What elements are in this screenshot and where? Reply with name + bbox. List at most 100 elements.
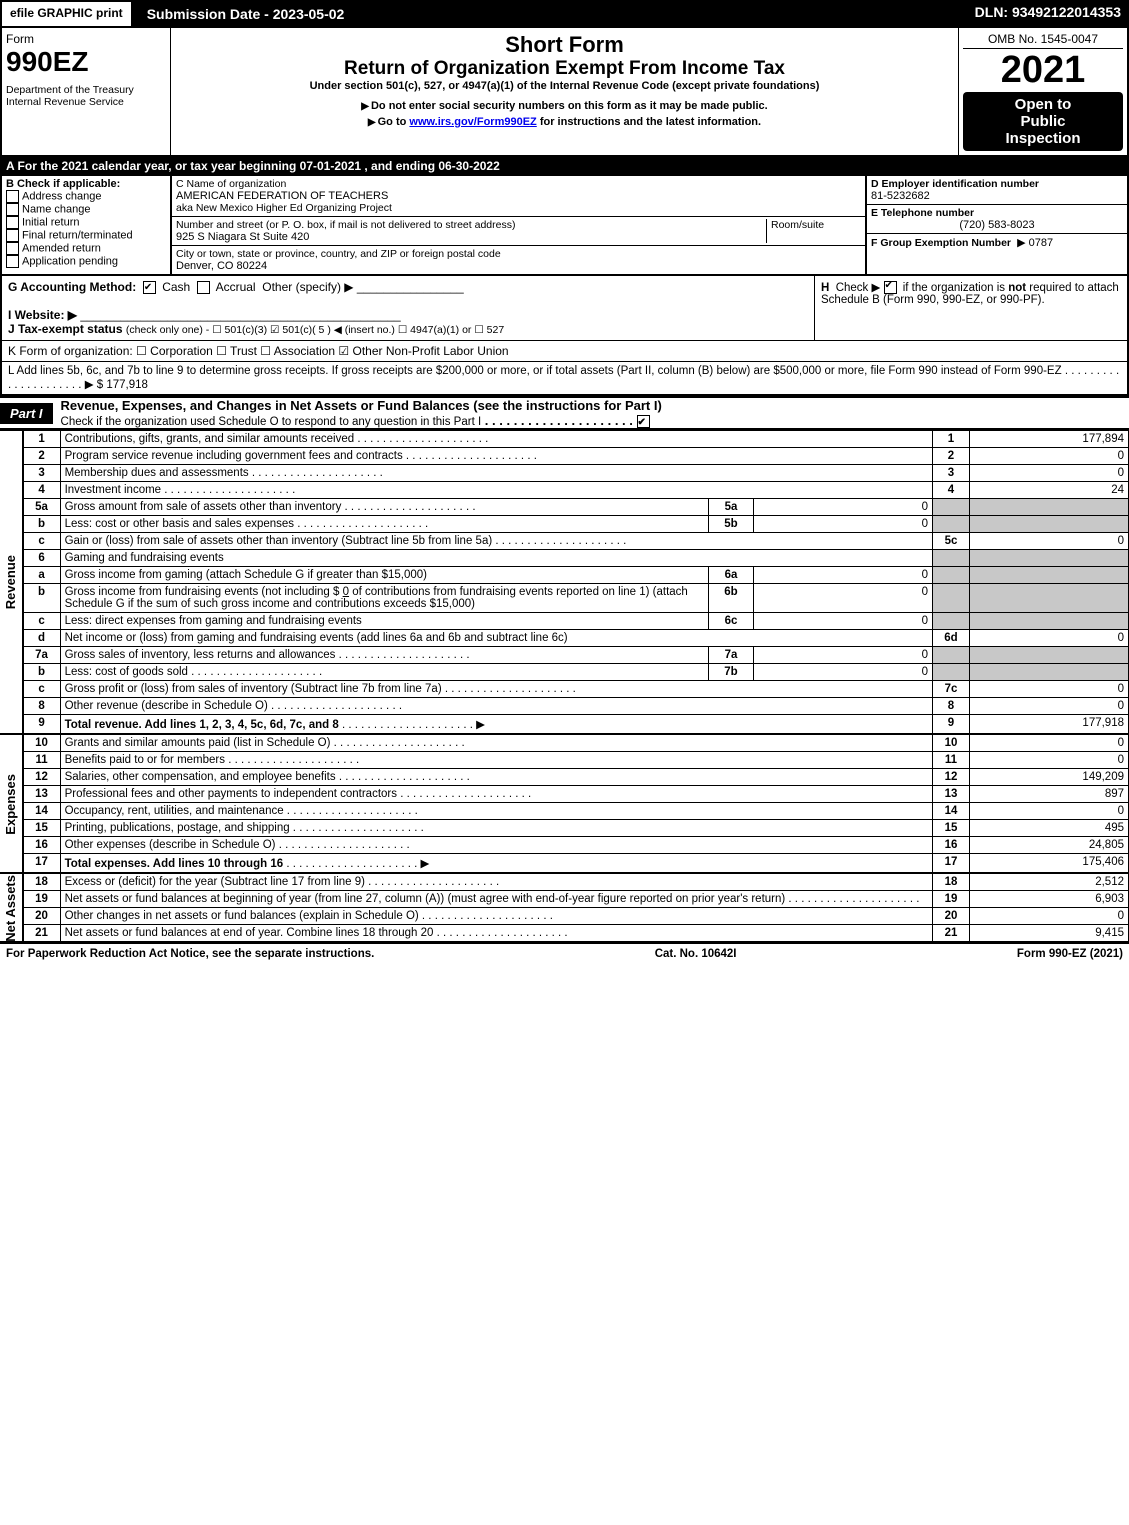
checkbox-schedule-b[interactable] <box>884 281 897 294</box>
footer-catno: Cat. No. 10642I <box>655 948 737 960</box>
line-1-val: 177,894 <box>970 431 1129 448</box>
section-c-label: C Name of organization <box>176 178 286 190</box>
label-other-method: Other (specify) <box>262 280 341 294</box>
line-7c-desc: Gross profit or (loss) from sales of inv… <box>65 683 442 695</box>
part-1-subtitle: Check if the organization used Schedule … <box>61 416 482 428</box>
line-20-val: 0 <box>970 908 1129 925</box>
page-footer: For Paperwork Reduction Act Notice, see … <box>0 942 1129 964</box>
net-assets-table: 18 Excess or (deficit) for the year (Subt… <box>23 873 1129 942</box>
line-21-val: 9,415 <box>970 925 1129 942</box>
line-11-num: 11 <box>933 752 970 769</box>
line-6-desc: Gaming and fundraising events <box>60 550 932 567</box>
line-5b-sub: 5b <box>709 516 754 533</box>
goto-suffix: for instructions and the latest informat… <box>537 116 761 128</box>
irs-link[interactable]: www.irs.gov/Form990EZ <box>409 116 536 128</box>
section-i-label: I Website: ▶ <box>8 308 77 322</box>
line-1-num: 1 <box>933 431 970 448</box>
line-6d-desc: Net income or (loss) from gaming and fun… <box>65 632 568 644</box>
line-9-num: 9 <box>933 715 970 734</box>
line-2-desc: Program service revenue including govern… <box>65 450 403 462</box>
line-4-desc: Investment income <box>65 484 162 496</box>
label-cash: Cash <box>162 280 190 294</box>
form-word: Form <box>6 32 166 46</box>
label-final-return: Final return/terminated <box>22 229 133 241</box>
line-9-val: 177,918 <box>970 715 1129 734</box>
section-h: H Check ▶ if the organization is not req… <box>814 276 1127 340</box>
line-9-desc: Total revenue. Add lines 1, 2, 3, 4, 5c,… <box>65 719 339 731</box>
line-6b-sub: 6b <box>709 584 754 613</box>
line-15-num: 15 <box>933 820 970 837</box>
section-b-title: B Check if applicable: <box>6 178 120 190</box>
line-2-num: 2 <box>933 448 970 465</box>
section-j-text: (check only one) - ☐ 501(c)(3) ☑ 501(c)(… <box>126 324 504 336</box>
checkbox-amended-return[interactable] <box>6 242 19 255</box>
line-18-num: 18 <box>933 874 970 891</box>
section-f-label: F Group Exemption Number <box>871 237 1011 249</box>
gross-receipts-value: $ 177,918 <box>97 379 148 391</box>
goto-prefix: Go to <box>378 116 410 128</box>
section-k: K Form of organization: ☐ Corporation ☐ … <box>2 340 1127 361</box>
line-10-val: 0 <box>970 735 1129 752</box>
line-6c-sub: 6c <box>709 613 754 630</box>
under-section: Under section 501(c), 527, or 4947(a)(1)… <box>175 80 954 92</box>
line-17-val: 175,406 <box>970 854 1129 873</box>
section-e-label: E Telephone number <box>871 207 974 219</box>
line-5b-desc: Less: cost or other basis and sales expe… <box>65 518 295 530</box>
part-1-header: Part I Revenue, Expenses, and Changes in… <box>0 396 1129 430</box>
part-1-label: Part I <box>0 403 53 424</box>
revenue-table: 1Contributions, gifts, grants, and simil… <box>23 430 1129 734</box>
phone-value: (720) 583-8023 <box>871 219 1123 231</box>
line-3-val: 0 <box>970 465 1129 482</box>
label-name-change: Name change <box>22 203 91 215</box>
line-5c-num: 5c <box>933 533 970 550</box>
line-2-val: 0 <box>970 448 1129 465</box>
section-a: A For the 2021 calendar year, or tax yea… <box>0 157 1129 175</box>
line-6d-num: 6d <box>933 630 970 647</box>
line-15-val: 495 <box>970 820 1129 837</box>
net-assets-section-label: Net Assets <box>3 875 18 942</box>
checkbox-initial-return[interactable] <box>6 216 19 229</box>
efile-print-link[interactable]: efile GRAPHIC print <box>0 0 133 28</box>
line-18-val: 2,512 <box>970 874 1129 891</box>
line-7b-sub: 7b <box>709 664 754 681</box>
expenses-table: 10Grants and similar amounts paid (list … <box>23 734 1129 873</box>
line-14-desc: Occupancy, rent, utilities, and maintena… <box>65 805 284 817</box>
label-initial-return: Initial return <box>22 216 79 228</box>
checkbox-name-change[interactable] <box>6 203 19 216</box>
checkbox-final-return[interactable] <box>6 229 19 242</box>
expenses-section-label: Expenses <box>3 774 18 835</box>
line-15-desc: Printing, publications, postage, and shi… <box>65 822 290 834</box>
line-6a-subval: 0 <box>754 567 933 584</box>
goto-line: Go to www.irs.gov/Form990EZ for instruct… <box>175 116 954 128</box>
open-line2: Public <box>967 113 1119 130</box>
line-3-desc: Membership dues and assessments <box>65 467 249 479</box>
line-7a-desc: Gross sales of inventory, less returns a… <box>65 649 336 661</box>
checkbox-application-pending[interactable] <box>6 255 19 268</box>
line-5c-val: 0 <box>970 533 1129 550</box>
line-13-desc: Professional fees and other payments to … <box>65 788 397 800</box>
addr-label: Number and street (or P. O. box, if mail… <box>176 219 515 231</box>
footer-left: For Paperwork Reduction Act Notice, see … <box>6 948 374 960</box>
line-18-desc: Excess or (deficit) for the year (Subtra… <box>65 876 365 888</box>
title-return: Return of Organization Exempt From Incom… <box>175 58 954 80</box>
line-6a-sub: 6a <box>709 567 754 584</box>
checkbox-address-change[interactable] <box>6 190 19 203</box>
checkbox-cash[interactable] <box>143 281 156 294</box>
line-19-desc: Net assets or fund balances at beginning… <box>65 893 786 905</box>
line-12-desc: Salaries, other compensation, and employ… <box>65 771 336 783</box>
line-11-val: 0 <box>970 752 1129 769</box>
label-amended-return: Amended return <box>22 242 101 254</box>
checkbox-schedule-o[interactable] <box>637 415 650 428</box>
dln-number: DLN: 93492122014353 <box>967 0 1129 28</box>
checkbox-accrual[interactable] <box>197 281 210 294</box>
part-1-title: Revenue, Expenses, and Changes in Net As… <box>53 398 662 428</box>
section-d-label: D Employer identification number <box>871 178 1039 190</box>
form-header: Form 990EZ Department of the Treasury In… <box>0 28 1129 157</box>
line-6c-subval: 0 <box>754 613 933 630</box>
line-10-num: 10 <box>933 735 970 752</box>
open-line1: Open to <box>967 96 1119 113</box>
line-6c-desc: Less: direct expenses from gaming and fu… <box>65 615 362 627</box>
line-8-desc: Other revenue (describe in Schedule O) <box>65 700 268 712</box>
omb-number: OMB No. 1545-0047 <box>963 32 1123 49</box>
line-5a-desc: Gross amount from sale of assets other t… <box>65 501 342 513</box>
